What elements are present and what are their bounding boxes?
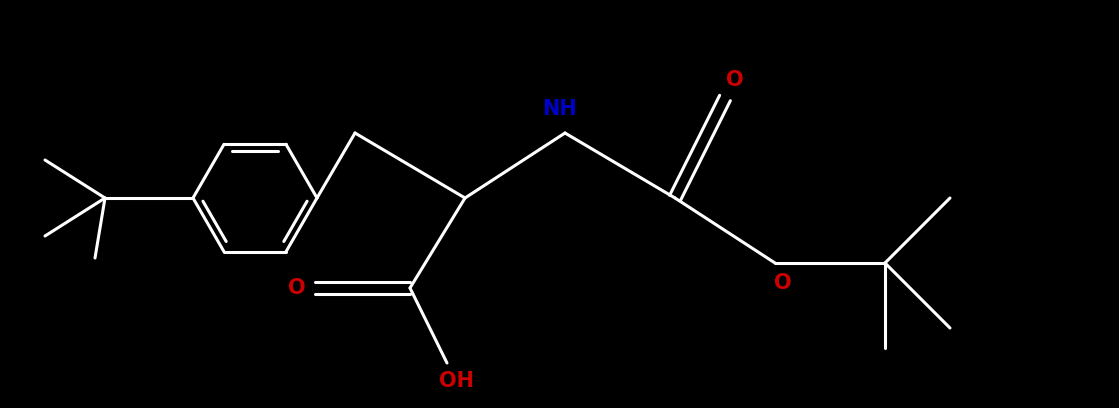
Text: O: O	[774, 273, 792, 293]
Text: O: O	[289, 278, 305, 298]
Text: NH: NH	[543, 99, 577, 119]
Text: OH: OH	[440, 371, 474, 391]
Text: O: O	[726, 70, 744, 90]
